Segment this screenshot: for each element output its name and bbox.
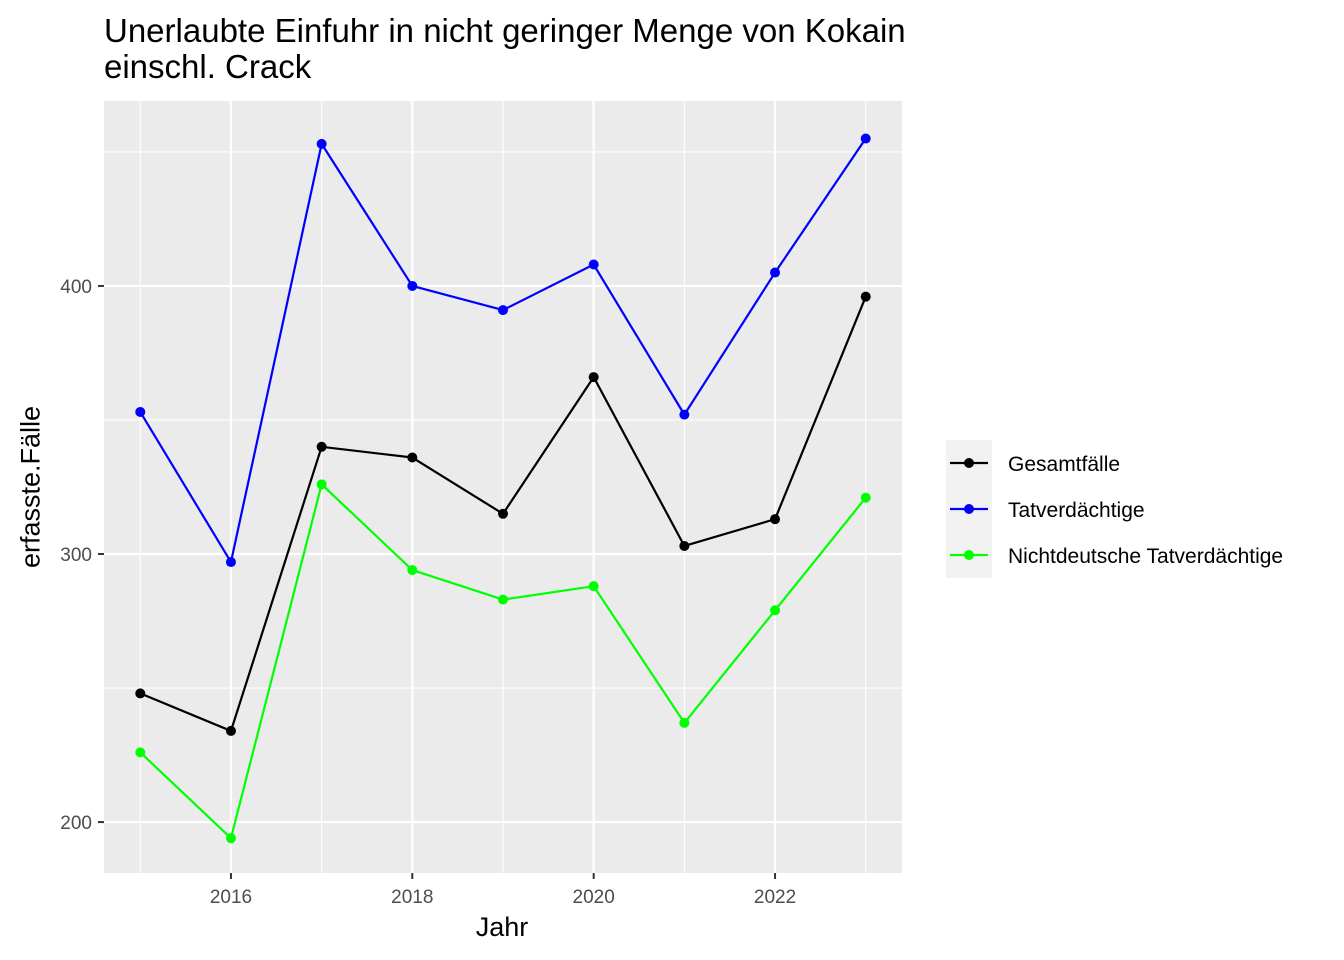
series-1-point [770, 267, 781, 278]
y-tick-label: 200 [60, 813, 92, 834]
series-1-point [679, 409, 690, 420]
x-axis-label: Jahr [475, 912, 529, 942]
x-tick-label: 2022 [754, 887, 796, 908]
series-0-point [316, 441, 327, 452]
series-1-point [860, 133, 871, 144]
series-2-point [679, 717, 690, 728]
series-0-point [407, 452, 418, 463]
series-2-point [770, 605, 781, 616]
legend-label-tatverdaechtige: Tatverdächtige [1008, 499, 1145, 522]
series-2-point [135, 747, 146, 758]
y-tick-label: 400 [60, 277, 92, 298]
legend-key-tatverdaechtige [950, 504, 988, 514]
series-0-point [588, 372, 599, 383]
axis-layer: 2016 2018 2020 2022 200 300 400 [60, 277, 796, 908]
series-0-point [679, 540, 690, 551]
series-2-point [407, 565, 418, 576]
major-gridlines [104, 101, 902, 873]
x-tick-label: 2018 [391, 887, 433, 908]
series-0-point [498, 508, 508, 519]
x-tick-label: 2020 [573, 887, 615, 908]
series-2-point [588, 581, 599, 592]
minor-gridlines [104, 101, 902, 873]
series-1-point [225, 557, 236, 568]
series-1-point [316, 138, 327, 149]
legend-keys [946, 440, 992, 578]
series-0-point [225, 725, 236, 736]
series-2-point [860, 492, 871, 503]
chart-title-line-2: einschl. Crack [104, 48, 312, 85]
series-0-point [770, 514, 781, 525]
series-1-point [135, 406, 146, 417]
series-2-point [316, 479, 327, 490]
series-0-point [135, 688, 146, 699]
legend-label-nichtdeutsche: Nichtdeutsche Tatverdächtige [1008, 545, 1284, 568]
x-tick-label: 2016 [210, 887, 252, 908]
legend-key-gesamtfaelle [950, 458, 988, 468]
series-1-point [588, 259, 599, 270]
series-1-point [498, 305, 508, 316]
series-2-point [225, 833, 236, 844]
series-0-point [860, 291, 871, 302]
y-tick-label: 300 [60, 545, 92, 566]
series-1-point [407, 280, 418, 291]
legend-label-gesamtfaelle: Gesamtfälle [1008, 453, 1121, 476]
chart-title-line-1: Unerlaubte Einfuhr in nicht geringer Men… [104, 12, 906, 49]
series-2-point [498, 594, 508, 605]
y-axis-label: erfasste.Fälle [15, 405, 46, 569]
series-layer [135, 133, 871, 844]
legend-key-nichtdeutsche [950, 550, 988, 560]
